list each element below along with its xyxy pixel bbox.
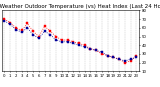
Title: Milwaukee Weather Outdoor Temperature (vs) Heat Index (Last 24 Hours): Milwaukee Weather Outdoor Temperature (v…	[0, 4, 160, 9]
